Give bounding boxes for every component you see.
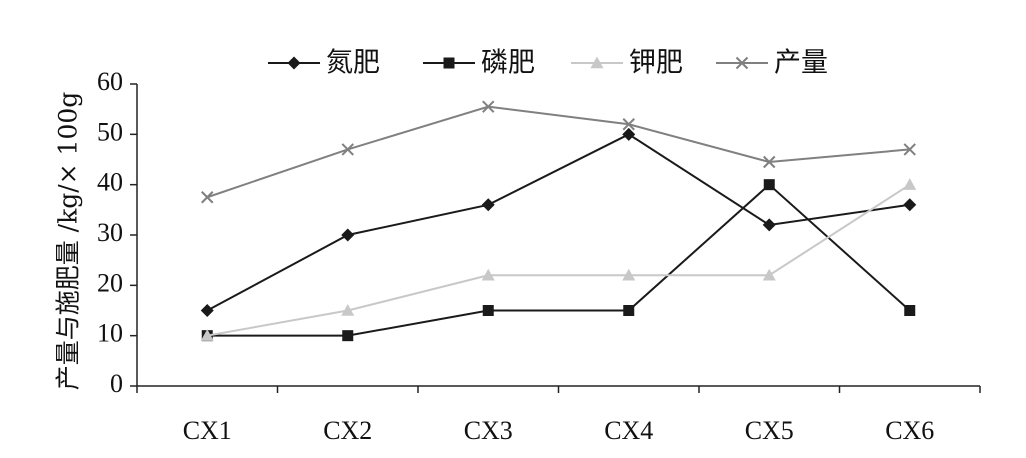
data-point <box>341 228 355 242</box>
data-point <box>622 268 636 281</box>
data-point <box>482 305 494 316</box>
data-point <box>763 155 776 169</box>
data-point <box>481 198 495 212</box>
x-axis: CX1 CX2 CX3 CX4 CX5 CX6 <box>136 385 981 445</box>
data-point <box>903 143 916 156</box>
data-point <box>481 268 495 281</box>
data-point <box>762 268 776 281</box>
data-point <box>903 178 917 190</box>
series-4 <box>201 100 916 204</box>
x-tick-label: CX3 <box>464 416 513 445</box>
series-line <box>206 133 910 312</box>
data-point <box>622 127 636 141</box>
series-1 <box>200 127 917 317</box>
series-line <box>207 183 911 337</box>
x-tick-label: CX4 <box>604 416 653 445</box>
data-point <box>342 330 354 342</box>
y-tick-label: 60 <box>97 67 123 96</box>
legend-marker <box>287 56 301 70</box>
legend-marker <box>590 56 604 69</box>
data-point <box>762 218 776 232</box>
series-3 <box>200 178 917 341</box>
y-tick-label: 50 <box>97 117 123 146</box>
data-point <box>903 198 917 212</box>
legend-label: 产量 <box>774 48 828 79</box>
legend: 氮肥 磷肥 钾肥 产量 <box>268 48 828 79</box>
legend-item: 磷肥 <box>423 48 535 79</box>
y-axis-label: 产量与施肥量 /kg/× 100g <box>54 92 83 391</box>
data-point <box>341 304 355 316</box>
data-point <box>763 179 775 191</box>
legend-marker <box>735 56 749 70</box>
legend-label: 钾肥 <box>629 48 683 79</box>
legend-item: 氮肥 <box>268 48 380 79</box>
data-point <box>200 304 214 317</box>
x-tick-label: CX1 <box>183 416 232 445</box>
legend-item: 钾肥 <box>571 48 683 79</box>
x-tick-label: CX2 <box>323 416 372 445</box>
x-tick-label: CX5 <box>745 416 794 445</box>
x-tick-label: CX6 <box>885 416 934 445</box>
data-point <box>341 143 354 156</box>
series-line <box>206 105 910 199</box>
y-tick-label: 20 <box>97 268 123 297</box>
series-layer <box>200 100 917 342</box>
legend-label: 磷肥 <box>481 48 535 79</box>
y-axis: 0 10 20 30 40 50 60 <box>97 67 138 398</box>
data-point <box>623 305 635 316</box>
data-point <box>904 305 916 316</box>
legend-item: 产量 <box>716 48 828 79</box>
data-point <box>200 329 214 341</box>
series-line <box>207 183 911 337</box>
y-tick-label: 10 <box>97 319 123 348</box>
data-point <box>201 191 214 204</box>
data-point <box>482 100 495 113</box>
legend-label: 氮肥 <box>326 48 380 79</box>
y-tick-label: 30 <box>97 218 123 247</box>
legend-marker <box>443 57 455 69</box>
y-tick-label: 0 <box>110 369 123 398</box>
y-tick-label: 40 <box>97 168 123 197</box>
data-point <box>622 118 635 131</box>
